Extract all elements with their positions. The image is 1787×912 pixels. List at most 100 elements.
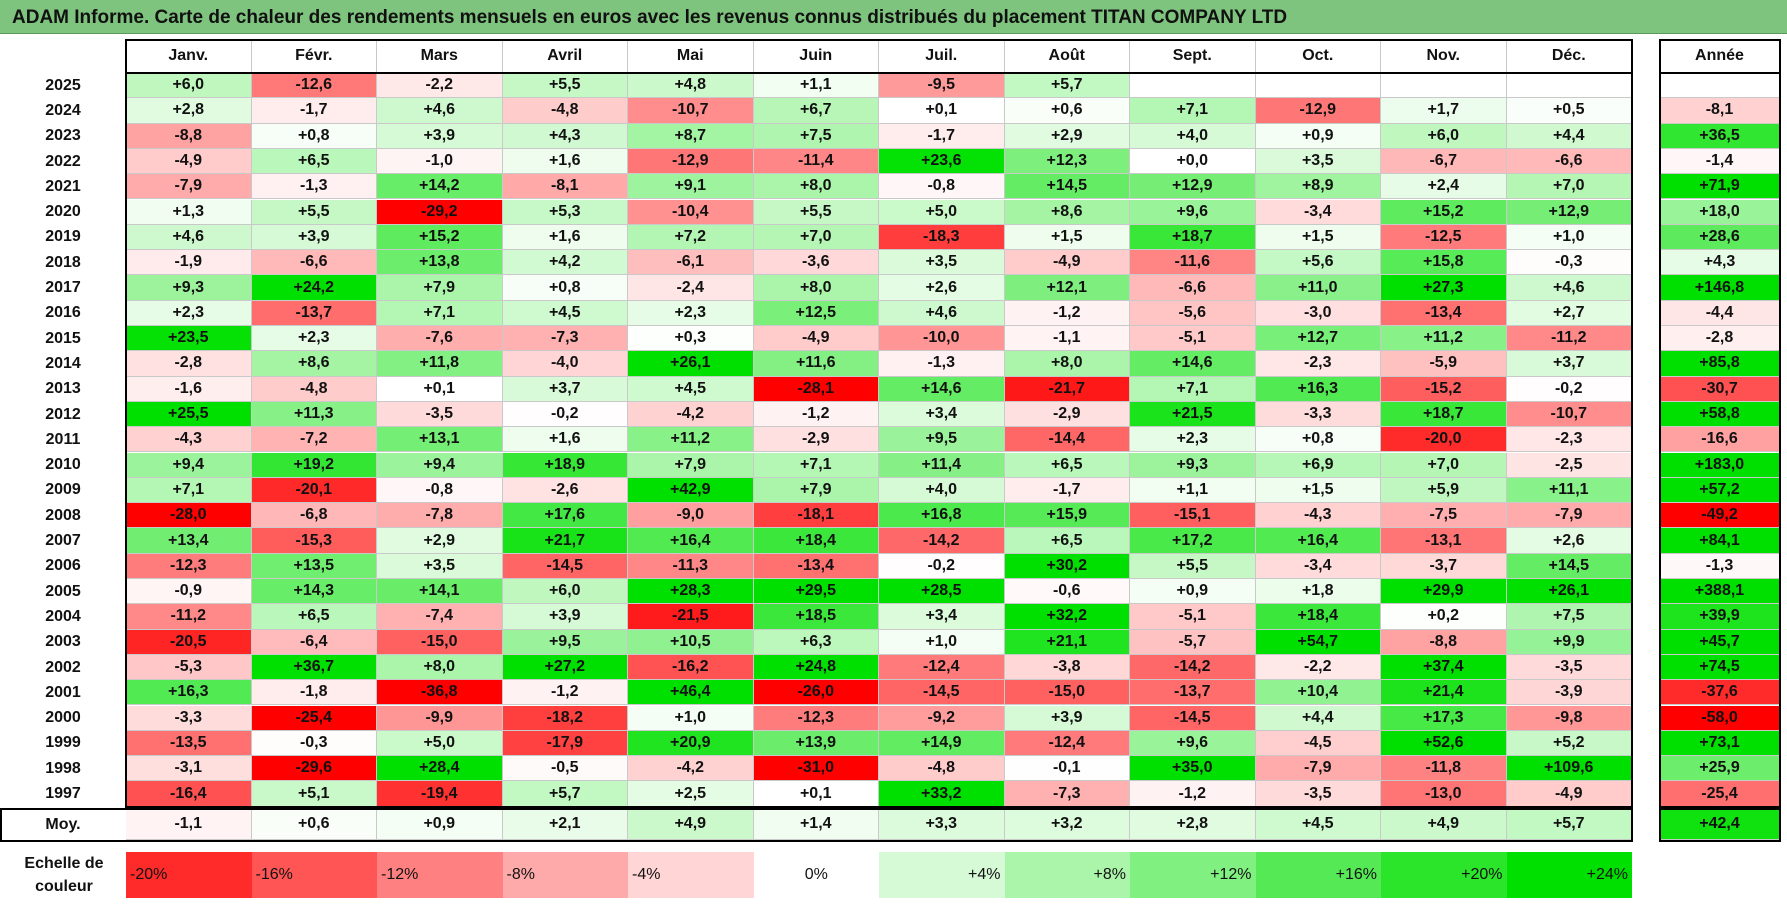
heatmap-cell: -1,9 [126, 250, 252, 276]
row-label: 2005 [0, 579, 126, 605]
heatmap-cell: +6,5 [1004, 528, 1130, 554]
heatmap-cell: +13,8 [377, 250, 503, 276]
heatmap-cell: +4,3 [502, 123, 628, 149]
average-cell: +3,2 [1004, 809, 1130, 840]
heatmap-cell: -9,2 [879, 705, 1005, 731]
heatmap-cell: -13,7 [1130, 680, 1256, 706]
heatmap-cell: +12,9 [1506, 199, 1632, 225]
heatmap-cell: +5,7 [502, 781, 628, 807]
heatmap-cell: +8,0 [753, 275, 879, 301]
heatmap-cell: -11,6 [1130, 250, 1256, 276]
annual-cell: +28,6 [1660, 224, 1780, 251]
heatmap-cell: +10,5 [628, 629, 754, 655]
year-column-header: Année [1660, 40, 1780, 73]
heatmap-cell: -1,7 [1004, 477, 1130, 504]
heatmap-cell: +20,9 [628, 730, 754, 757]
heatmap-cell: +0,2 [1381, 604, 1507, 630]
heatmap-cell: -4,0 [502, 351, 628, 377]
heatmap-cell: -7,5 [1381, 503, 1507, 529]
row-label: 2015 [0, 326, 126, 352]
heatmap-cell: -18,3 [879, 224, 1005, 251]
heatmap-cell: +3,7 [1506, 351, 1632, 377]
heatmap-cell: +9,6 [1130, 730, 1256, 757]
row-label: 2001 [0, 680, 126, 706]
heatmap-cell: +14,6 [1130, 351, 1256, 377]
annual-cell: -1,3 [1660, 553, 1780, 579]
heatmap-cell: +16,3 [126, 680, 252, 706]
heatmap-cell: +21,4 [1381, 680, 1507, 706]
heatmap-cell: +27,3 [1381, 275, 1507, 301]
annual-cell: -49,2 [1660, 503, 1780, 529]
heatmap-cell: -5,3 [126, 654, 252, 681]
heatmap-cell: +4,0 [879, 477, 1005, 504]
heatmap-cell: -26,0 [753, 680, 879, 706]
heatmap-cell: -29,6 [251, 756, 377, 782]
heatmap-cell: -12,3 [126, 553, 252, 579]
heatmap-cell: +18,4 [753, 528, 879, 554]
heatmap-cell: +15,8 [1381, 250, 1507, 276]
heatmap-cell: +11,3 [251, 401, 377, 428]
heatmap-cell: -15,0 [1004, 680, 1130, 706]
row-label: 1997 [0, 781, 126, 807]
heatmap-cell: +4,4 [1506, 123, 1632, 149]
annual-cell: -30,7 [1660, 376, 1780, 402]
heatmap-cell: +5,5 [251, 199, 377, 225]
annual-cell: +146,8 [1660, 275, 1780, 301]
heatmap-cell: -15,2 [1381, 376, 1507, 402]
annual-cell: +25,9 [1660, 756, 1780, 782]
heatmap-cell: +0,8 [502, 275, 628, 301]
heatmap-cell: +14,9 [879, 730, 1005, 757]
row-label: 2021 [0, 174, 126, 200]
heatmap-cell: -10,7 [628, 98, 754, 124]
average-cell: +4,5 [1255, 809, 1381, 840]
column-header: Févr. [251, 40, 377, 73]
heatmap-cell: -20,1 [251, 477, 377, 504]
heatmap-cell: +1,0 [1506, 224, 1632, 251]
heatmap-cell: +1,3 [126, 199, 252, 225]
color-scale-label: Echelle de couleur [24, 855, 104, 895]
heatmap-cell: +6,5 [251, 604, 377, 630]
heatmap-cell: -10,0 [879, 326, 1005, 352]
heatmap-cell: -1,3 [879, 351, 1005, 377]
average-cell: -1,1 [126, 809, 252, 840]
heatmap-cell: +4,2 [502, 250, 628, 276]
heatmap-cell [1255, 73, 1381, 99]
color-scale-swatch: -4% [628, 852, 754, 898]
annual-cell: +388,1 [1660, 579, 1780, 605]
heatmap-cell: -2,8 [126, 351, 252, 377]
heatmap-cell: +7,5 [753, 123, 879, 149]
heatmap-cell: -3,5 [1506, 654, 1632, 681]
heatmap-cell: +28,4 [377, 756, 503, 782]
heatmap-cell: -9,0 [628, 503, 754, 529]
heatmap-cell: -11,2 [126, 604, 252, 630]
heatmap-cell: -3,3 [126, 705, 252, 731]
heatmap-cell: +6,5 [251, 148, 377, 175]
heatmap-cell: -6,6 [1506, 148, 1632, 175]
annual-cell: +84,1 [1660, 528, 1780, 554]
color-scale-swatch: -12% [377, 852, 503, 898]
heatmap-cell: -21,5 [628, 604, 754, 630]
heatmap-cell: +28,5 [879, 579, 1005, 605]
heatmap-cell: -3,9 [1506, 680, 1632, 706]
heatmap-cell: +9,3 [126, 275, 252, 301]
heatmap-cell: +24,8 [753, 654, 879, 681]
heatmap-cell: -7,9 [126, 174, 252, 200]
heatmap-cell: +1,0 [879, 629, 1005, 655]
heatmap-cell: +19,2 [251, 452, 377, 478]
heatmap-cell: +37,4 [1381, 654, 1507, 681]
heatmap-cell: +11,2 [628, 427, 754, 453]
row-label: 1999 [0, 730, 126, 757]
heatmap-cell: -11,3 [628, 553, 754, 579]
heatmap-cell: +29,5 [753, 579, 879, 605]
heatmap-cell: +33,2 [879, 781, 1005, 807]
heatmap-cell: -6,7 [1381, 148, 1507, 175]
average-cell: +2,8 [1130, 809, 1256, 840]
heatmap-cell: -1,2 [753, 401, 879, 428]
heatmap-cell: -17,9 [502, 730, 628, 757]
title-bar: ADAM Informe. Carte de chaleur des rende… [0, 0, 1787, 34]
heatmap-cell: -2,5 [1506, 452, 1632, 478]
heatmap-cell: +9,1 [628, 174, 754, 200]
heatmap-cell: +46,4 [628, 680, 754, 706]
heatmap-cell: +11,8 [377, 351, 503, 377]
heatmap-cell: -2,9 [753, 427, 879, 453]
